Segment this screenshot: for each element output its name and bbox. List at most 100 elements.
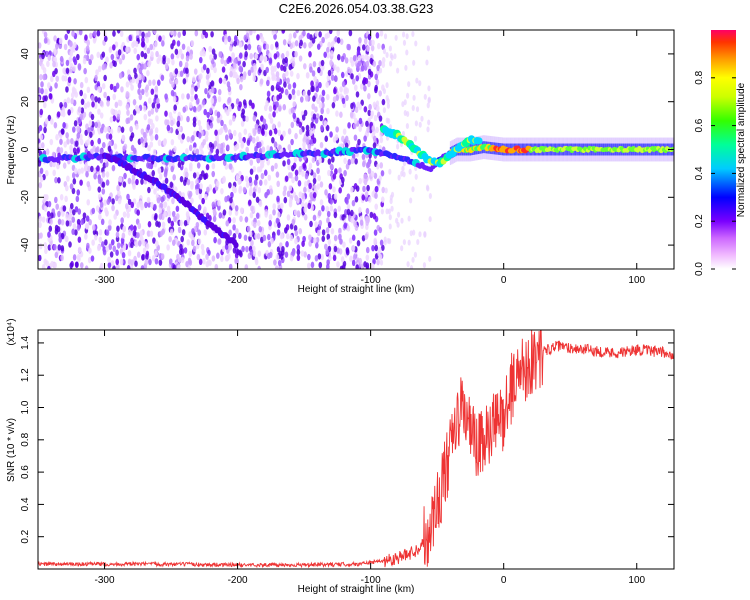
- noise-speckle: [150, 201, 154, 209]
- noise-speckle: [367, 68, 372, 76]
- noise-speckle: [350, 157, 355, 165]
- noise-speckle: [138, 73, 142, 81]
- noise-speckle: [341, 97, 346, 105]
- noise-speckle: [283, 81, 287, 88]
- noise-speckle: [154, 85, 159, 92]
- noise-speckle: [412, 94, 416, 101]
- noise-speckle: [253, 65, 257, 72]
- noise-speckle: [84, 140, 89, 147]
- noise-speckle: [53, 122, 58, 129]
- noise-speckle: [91, 101, 95, 108]
- noise-speckle: [60, 128, 65, 135]
- noise-speckle: [206, 67, 210, 74]
- noise-speckle: [52, 70, 56, 78]
- noise-speckle: [104, 239, 108, 246]
- noise-speckle: [340, 71, 345, 79]
- noise-speckle: [172, 30, 177, 37]
- noise-speckle: [158, 259, 163, 266]
- noise-speckle: [378, 90, 382, 97]
- noise-speckle: [328, 183, 333, 190]
- noise-speckle: [65, 132, 69, 139]
- noise-speckle: [379, 136, 384, 144]
- noise-speckle: [242, 186, 247, 194]
- noise-speckle: [116, 242, 121, 249]
- noise-speckle: [220, 188, 224, 195]
- noise-speckle: [143, 113, 148, 121]
- noise-speckle: [252, 165, 257, 173]
- noise-speckle: [293, 224, 298, 232]
- noise-speckle: [423, 93, 427, 100]
- noise-speckle: [413, 251, 418, 258]
- noise-speckle: [257, 265, 261, 269]
- noise-speckle: [258, 200, 263, 207]
- snr-y-tick-label: 1.4: [20, 336, 31, 350]
- noise-speckle: [73, 88, 77, 95]
- noise-speckle: [256, 233, 261, 240]
- noise-speckle: [274, 162, 278, 170]
- noise-speckle: [252, 191, 257, 199]
- noise-speckle: [82, 57, 87, 65]
- noise-speckle: [244, 175, 249, 183]
- noise-speckle: [74, 229, 78, 236]
- noise-speckle: [390, 205, 394, 212]
- noise-speckle: [205, 163, 210, 171]
- noise-speckle: [180, 235, 184, 243]
- noise-speckle: [244, 43, 248, 51]
- noise-speckle: [258, 226, 263, 233]
- noise-speckle: [198, 258, 203, 266]
- noise-speckle: [153, 188, 157, 195]
- noise-speckle: [277, 129, 282, 137]
- noise-speckle: [372, 258, 376, 265]
- noise-speckle: [173, 215, 177, 223]
- noise-speckle: [120, 217, 124, 224]
- noise-speckle: [329, 59, 333, 67]
- noise-speckle: [106, 125, 111, 133]
- noise-speckle: [294, 174, 299, 182]
- noise-speckle: [323, 51, 327, 58]
- noise-speckle: [353, 84, 358, 91]
- noise-speckle: [41, 216, 46, 223]
- noise-speckle: [367, 93, 371, 100]
- noise-speckle: [273, 53, 278, 60]
- noise-speckle: [192, 130, 197, 137]
- noise-speckle: [86, 86, 91, 94]
- noise-speckle: [266, 189, 271, 196]
- noise-speckle: [132, 99, 137, 106]
- noise-speckle: [361, 153, 366, 161]
- noise-speckle: [190, 95, 194, 102]
- noise-speckle: [308, 162, 313, 169]
- noise-speckle: [137, 240, 142, 247]
- noise-speckle: [351, 78, 356, 85]
- noise-speckle: [377, 250, 381, 257]
- noise-speckle: [412, 59, 416, 66]
- noise-speckle: [250, 66, 254, 73]
- noise-speckle: [147, 60, 151, 68]
- noise-speckle: [120, 237, 125, 244]
- noise-speckle: [415, 77, 419, 84]
- noise-speckle: [97, 177, 102, 185]
- noise-speckle: [329, 163, 334, 170]
- noise-speckle: [372, 101, 377, 108]
- noise-speckle: [188, 101, 193, 109]
- noise-speckle: [371, 244, 375, 252]
- noise-speckle: [140, 178, 144, 185]
- noise-speckle: [125, 90, 130, 98]
- noise-speckle: [109, 128, 114, 135]
- noise-speckle: [256, 34, 260, 41]
- noise-speckle: [249, 249, 254, 256]
- noise-speckle: [153, 30, 157, 35]
- noise-speckle: [304, 180, 308, 188]
- noise-speckle: [283, 196, 288, 204]
- noise-speckle: [252, 250, 257, 257]
- noise-speckle: [256, 156, 261, 164]
- noise-speckle: [273, 33, 277, 40]
- noise-speckle: [170, 119, 174, 127]
- noise-speckle: [363, 261, 367, 268]
- noise-speckle: [39, 176, 44, 183]
- noise-speckle: [327, 169, 331, 177]
- noise-speckle: [164, 177, 169, 184]
- noise-speckle: [63, 43, 68, 51]
- noise-speckle: [276, 62, 281, 69]
- noise-speckle: [405, 92, 410, 99]
- noise-speckle: [269, 188, 274, 195]
